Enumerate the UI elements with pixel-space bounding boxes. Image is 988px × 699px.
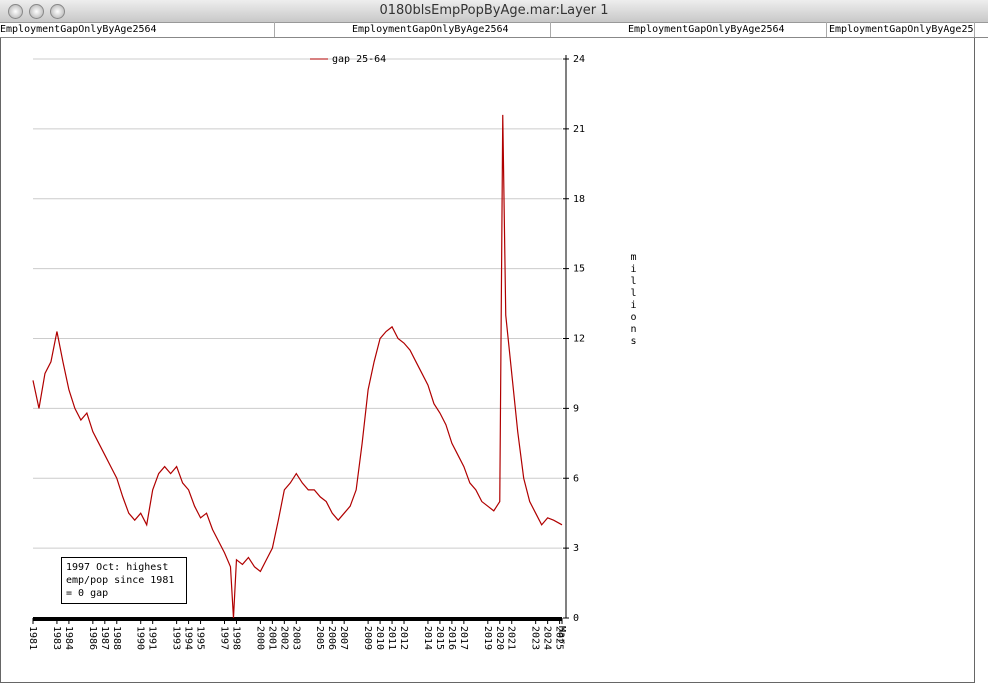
y-tick-label: 3 xyxy=(573,543,579,554)
x-tick-label: 1994 xyxy=(183,626,194,650)
x-tick-label: 2015 xyxy=(434,626,445,650)
x-tick-label: 1984 xyxy=(63,626,74,650)
x-tick-label: 1986 xyxy=(87,626,98,650)
plot-area xyxy=(0,38,975,683)
x-tick-label: 2020 xyxy=(494,626,505,650)
x-tick-label: 2007 xyxy=(338,626,349,650)
x-tick-label: 2016 xyxy=(446,626,457,650)
x-tick-label: 2003 xyxy=(290,626,301,650)
window-title: 0180blsEmpPopByAge.mar:Layer 1 xyxy=(379,3,609,18)
zoom-button[interactable] xyxy=(50,4,65,19)
annotation-line: = 0 gap xyxy=(66,588,109,599)
x-tick-label: 2025 xyxy=(554,626,565,650)
x-tick-label: 2011 xyxy=(386,626,397,650)
y-tick-label: 15 xyxy=(573,264,585,275)
x-tick-label: 2001 xyxy=(266,626,277,650)
x-tick-label: 1991 xyxy=(147,626,158,650)
x-tick-label: 1993 xyxy=(171,626,182,650)
close-button[interactable] xyxy=(8,4,23,19)
x-tick-label: 2017 xyxy=(458,626,469,650)
y-axis-label: millions xyxy=(628,252,639,348)
annotation-line: 1997 Oct: highest xyxy=(66,562,169,573)
x-tick-label: 1987 xyxy=(99,626,110,650)
x-tick-label: 2005 xyxy=(314,626,325,650)
y-tick-label: 0 xyxy=(573,613,579,624)
x-tick-label: 2009 xyxy=(362,626,373,650)
x-tick-label: 2014 xyxy=(422,626,433,650)
x-tick-label: 2006 xyxy=(326,626,337,650)
y-tick-label: 12 xyxy=(573,334,585,345)
tab[interactable]: EmploymentGapOnlyByAge2564 xyxy=(0,22,275,37)
y-tick-label: 9 xyxy=(573,403,579,414)
tab[interactable]: EmploymentGapOnlyByAge2564 xyxy=(352,22,551,37)
minimize-button[interactable] xyxy=(29,4,44,19)
x-tick-label: 2002 xyxy=(278,626,289,650)
tab[interactable]: EmploymentGapOnlyByAge25 xyxy=(829,22,975,37)
x-tick-label: 2000 xyxy=(254,626,265,650)
x-tick-label: 2023 xyxy=(530,626,541,650)
x-tick-label: 1990 xyxy=(135,626,146,650)
legend-label: gap 25-64 xyxy=(332,54,386,65)
x-tick-label: Mar xyxy=(556,626,567,644)
y-tick-label: 6 xyxy=(573,473,579,484)
title-bar: 0180blsEmpPopByAge.mar:Layer 1 xyxy=(0,0,988,23)
x-tick-label: 1997 xyxy=(218,626,229,650)
x-tick-label: 2024 xyxy=(542,626,553,650)
x-tick-label: 1995 xyxy=(195,626,206,650)
y-tick-label: 18 xyxy=(573,194,585,205)
y-tick-label: 21 xyxy=(573,124,585,135)
x-tick-label: 1988 xyxy=(111,626,122,650)
data-line xyxy=(32,114,563,619)
tab-row: EmploymentGapOnlyByAge2564 EmploymentGap… xyxy=(0,22,988,38)
y-tick-label: 24 xyxy=(573,54,585,65)
annotation: 1997 Oct: highest emp/pop since 1981 = 0… xyxy=(61,557,187,604)
x-tick-label: 1981 xyxy=(27,626,38,650)
x-tick-label: 2010 xyxy=(374,626,385,650)
x-tick-label: 2012 xyxy=(398,626,409,650)
x-tick-label: 1983 xyxy=(51,626,62,650)
tab[interactable]: EmploymentGapOnlyByAge2564 xyxy=(628,22,827,37)
x-tick-label: 2021 xyxy=(506,626,517,650)
annotation-line: emp/pop since 1981 xyxy=(66,575,175,586)
x-tick-label: 2019 xyxy=(482,626,493,650)
x-tick-label: 1998 xyxy=(230,626,241,650)
